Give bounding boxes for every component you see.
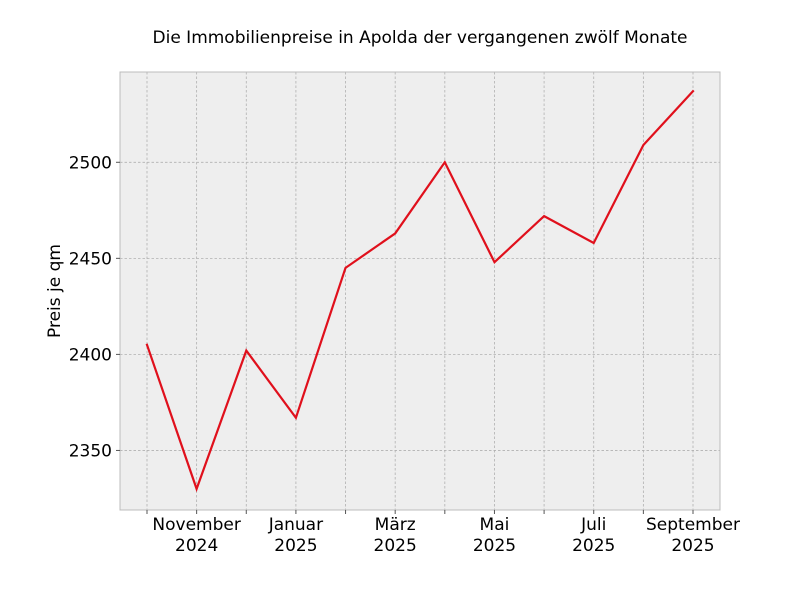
x-tick-label-year: 2025: [671, 536, 714, 556]
x-tick-label: Januar: [268, 515, 323, 535]
plot-frame: [119, 71, 721, 511]
x-tick-label-year: 2025: [473, 536, 516, 556]
x-tick-label: November: [152, 515, 240, 535]
plot-area: [120, 72, 720, 510]
grid-lines: [120, 72, 720, 510]
x-tick-label-year: 2025: [374, 536, 417, 556]
x-tick-label-year: 2025: [572, 536, 615, 556]
x-axis-ticks: November2024Januar2025März2025Mai2025Jul…: [146, 510, 740, 556]
y-tick-label: 2450: [69, 249, 112, 269]
y-axis-label: Preis je qm: [45, 244, 65, 338]
y-tick-label: 2500: [69, 153, 112, 173]
x-tick-label-year: 2024: [175, 536, 218, 556]
series-layer: [145, 89, 695, 493]
y-tick-label: 2350: [69, 441, 112, 461]
x-tick-label: September: [646, 515, 740, 535]
x-tick-label: März: [375, 515, 416, 535]
y-tick-label: 2400: [69, 345, 112, 365]
x-tick-label: Juli: [580, 515, 606, 535]
series-line-price: [145, 89, 695, 493]
chart-title: Die Immobilienpreise in Apolda der verga…: [153, 28, 688, 48]
y-axis-ticks: 2350 2400 2450 2500: [69, 153, 120, 461]
x-tick-label-year: 2025: [274, 536, 317, 556]
x-tick-label: Mai: [480, 515, 510, 535]
